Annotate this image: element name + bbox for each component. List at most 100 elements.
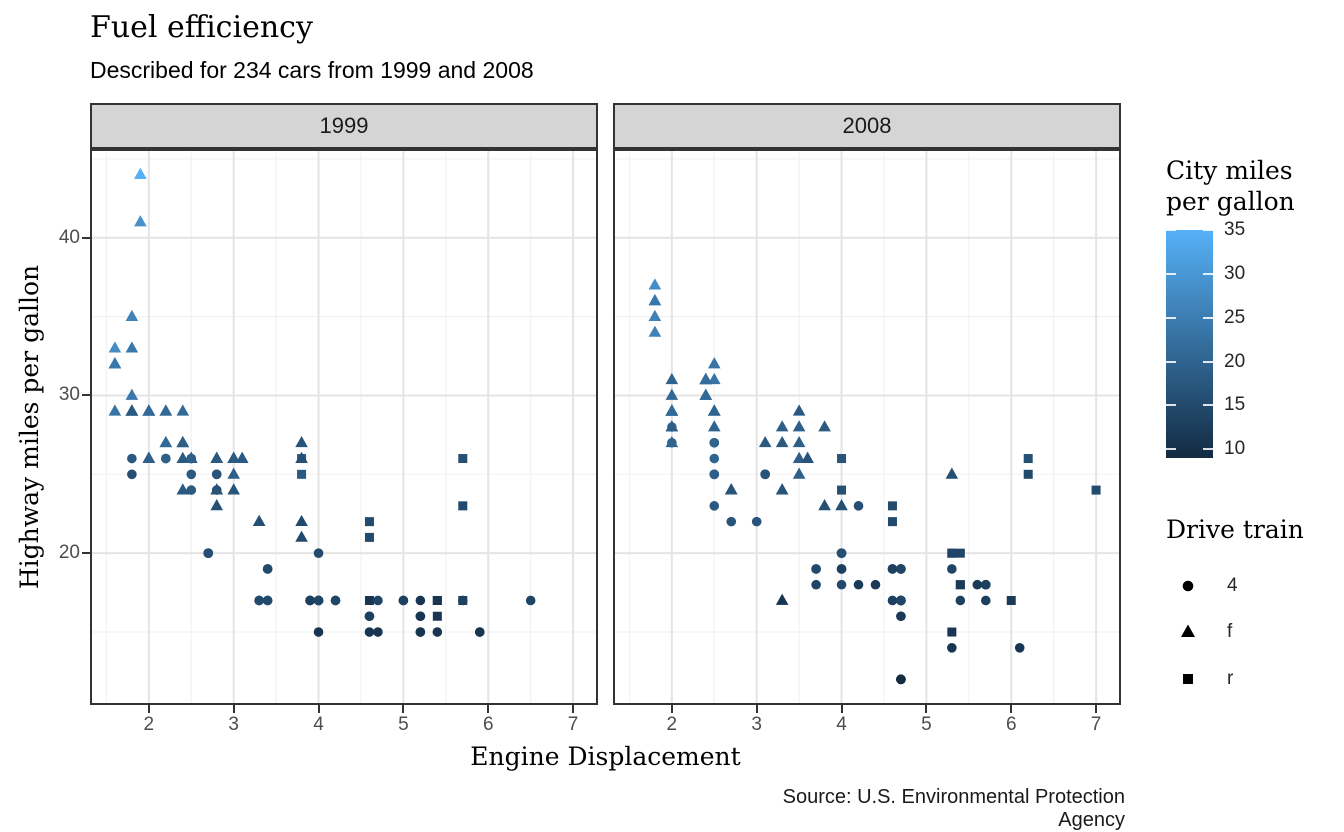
colorbar-tick-mark <box>1203 316 1213 319</box>
data-point <box>525 595 536 606</box>
data-point <box>707 420 721 432</box>
data-point <box>887 595 898 606</box>
data-point <box>1023 454 1033 464</box>
x-tick-label: 6 <box>1005 714 1017 735</box>
data-point <box>980 579 991 590</box>
x-tick-label: 7 <box>567 714 579 735</box>
data-point <box>792 467 806 479</box>
colorbar-tick-label: 25 <box>1224 306 1246 328</box>
data-point <box>176 483 190 495</box>
data-point <box>295 530 308 542</box>
data-point <box>836 548 847 558</box>
x-tick-mark <box>232 705 235 713</box>
colorbar-tick-mark <box>1203 404 1213 407</box>
data-point <box>1014 643 1025 653</box>
data-point <box>792 435 806 448</box>
data-point <box>811 564 821 574</box>
data-point <box>262 595 273 606</box>
data-point <box>887 501 897 511</box>
x-tick-mark <box>755 705 758 713</box>
data-point <box>415 611 426 622</box>
data-point <box>176 404 190 416</box>
x-tick-mark <box>1010 705 1013 713</box>
data-point <box>176 435 190 448</box>
data-point <box>364 532 374 542</box>
data-point <box>836 579 847 590</box>
caption: Source: U.S. Environmental Protection Ag… <box>782 786 1125 831</box>
page-title: Fuel efficiency <box>90 10 313 45</box>
data-point <box>896 595 906 606</box>
shape-legend-title: Drive train <box>1166 515 1304 544</box>
data-point <box>947 564 957 574</box>
data-point <box>210 483 224 495</box>
data-point <box>474 627 485 637</box>
data-point <box>792 404 806 416</box>
y-tick-mark <box>82 236 90 239</box>
data-point <box>818 499 831 511</box>
data-point <box>709 501 720 511</box>
colorbar-tick-label: 15 <box>1224 394 1246 416</box>
data-point <box>295 451 308 463</box>
x-tick-label: 6 <box>482 714 494 735</box>
x-tick-label: 7 <box>1090 714 1102 735</box>
x-tick-mark <box>1095 705 1098 713</box>
data-point <box>792 451 806 463</box>
data-point <box>896 674 906 685</box>
y-tick-label: 40 <box>58 226 80 248</box>
x-tick-mark <box>487 705 490 713</box>
data-point <box>835 499 848 511</box>
data-point <box>887 517 897 527</box>
y-tick-label: 30 <box>58 384 80 406</box>
data-point <box>947 643 957 653</box>
colorbar-title: City miles per gallon <box>1166 155 1295 217</box>
data-point <box>458 501 468 511</box>
data-point <box>295 514 308 527</box>
data-point <box>665 435 679 448</box>
data-point <box>896 611 906 622</box>
data-point <box>108 357 122 369</box>
colorbar-tick-mark <box>1166 229 1176 231</box>
data-point <box>980 595 991 606</box>
data-point <box>1023 469 1033 479</box>
data-point <box>760 469 770 480</box>
data-point <box>227 483 240 495</box>
panel-1999-plot-area <box>92 151 596 703</box>
triangle-legend-icon <box>1175 619 1201 645</box>
data-point <box>665 420 679 432</box>
data-point <box>726 516 737 527</box>
colorbar-tick-mark <box>1166 360 1176 363</box>
shape-legend-label-f: f <box>1227 621 1233 642</box>
x-tick-label: 2 <box>666 714 678 735</box>
data-point <box>665 388 679 400</box>
colorbar-tick-mark <box>1166 272 1176 275</box>
data-point <box>186 453 197 464</box>
data-point <box>458 454 468 464</box>
data-point <box>818 420 831 432</box>
panel-2008 <box>613 149 1121 705</box>
data-point <box>210 499 224 511</box>
x-tick-mark <box>572 705 575 713</box>
square-legend-icon <box>1175 666 1201 692</box>
x-tick-label: 2 <box>143 714 155 735</box>
facet-strip-1999: 1999 <box>90 103 598 149</box>
data-point <box>955 595 966 606</box>
data-point <box>945 467 959 479</box>
x-tick-label: 5 <box>921 714 932 735</box>
data-point <box>432 627 443 637</box>
data-point <box>887 564 898 574</box>
colorbar-tick-mark <box>1166 448 1176 451</box>
x-axis-title: Engine Displacement <box>470 742 741 771</box>
data-point <box>415 595 426 606</box>
data-point <box>305 595 315 606</box>
data-point <box>108 341 122 353</box>
data-point <box>432 595 442 605</box>
facet-strip-2008: 2008 <box>613 103 1121 149</box>
data-point <box>125 309 139 321</box>
data-point <box>648 309 662 321</box>
x-tick-mark <box>925 705 928 713</box>
data-point <box>775 435 789 448</box>
data-point <box>699 388 713 400</box>
data-point <box>330 595 341 606</box>
x-tick-label: 3 <box>751 714 762 735</box>
panel-2008-plot-area <box>615 151 1119 703</box>
